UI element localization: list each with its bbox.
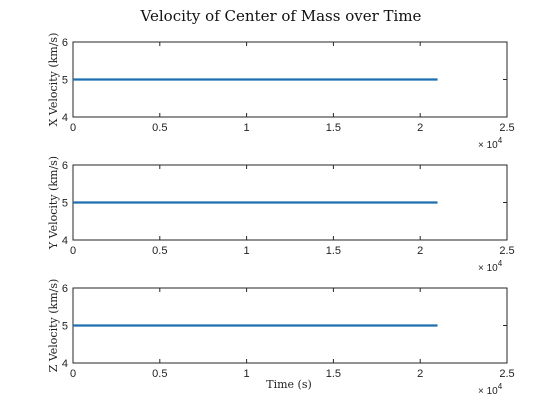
subplot-2: 0 0.5 1 1.5 2 2.5 4 5 6Y Velocity (km/s) × 104 (47, 156, 515, 274)
y-tick-label: 4 (62, 112, 68, 124)
x-tick-label: 1.5 (326, 122, 341, 134)
x-tick-label: 0 (70, 122, 76, 134)
y-axis-label: X Velocity (km/s) (47, 33, 60, 127)
x-tick-label: 1.5 (326, 368, 341, 380)
x-tick-label: 0 (70, 368, 76, 380)
y-tick-label: 4 (62, 358, 68, 370)
x-exponent-label: × 104 (478, 259, 503, 274)
y-tick-label: 5 (62, 198, 68, 210)
x-tick-label: 1 (244, 122, 250, 134)
x-tick-label: 2.5 (499, 122, 514, 134)
x-tick-label: 0.5 (152, 368, 167, 380)
subplot-3: 0 0.5 1 1.5 2 2.5 4 5 6Z Velocity (km/s) × 104 (47, 279, 515, 397)
x-tick-label: 0.5 (152, 122, 167, 134)
y-tick-label: 5 (62, 75, 68, 87)
x-exponent-label: × 104 (478, 136, 503, 151)
x-tick-label: 2.5 (499, 368, 514, 380)
y-tick-label: 4 (62, 235, 68, 247)
y-axis-label: Y Velocity (km/s) (47, 156, 60, 250)
x-tick-label: 2 (417, 368, 423, 380)
figure-title: Velocity of Center of Mass over Time (140, 7, 422, 25)
x-tick-label: 0.5 (152, 245, 167, 257)
y-tick-label: 6 (62, 160, 68, 172)
x-tick-label: 1.5 (326, 245, 341, 257)
x-exponent-label: × 104 (478, 382, 503, 397)
y-tick-label: 6 (62, 283, 68, 295)
x-tick-label: 1 (244, 245, 250, 257)
y-tick-label: 5 (62, 321, 68, 333)
x-tick-label: 2 (417, 245, 423, 257)
x-tick-label: 0 (70, 245, 76, 257)
subplot-1: 0 0.5 1 1.5 2 2.5 4 5 6X Velocity (km/s) × 104 (47, 33, 515, 151)
y-axis-label: Z Velocity (km/s) (47, 279, 60, 373)
y-tick-label: 6 (62, 37, 68, 49)
x-axis-label: Time (s) (266, 378, 312, 391)
x-tick-label: 2 (417, 122, 423, 134)
x-tick-label: 1 (244, 368, 250, 380)
x-tick-label: 2.5 (499, 245, 514, 257)
